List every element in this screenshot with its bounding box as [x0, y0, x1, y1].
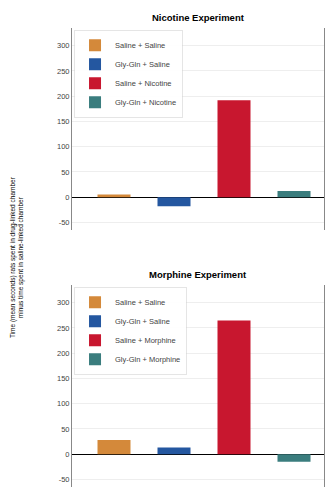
svg-text:Morphine Experiment: Morphine Experiment	[149, 269, 247, 280]
svg-text:200: 200	[57, 92, 70, 101]
svg-text:0: 0	[65, 193, 69, 202]
svg-text:-50: -50	[59, 475, 70, 484]
svg-text:Nicotine Experiment: Nicotine Experiment	[152, 12, 245, 23]
svg-text:100: 100	[57, 399, 70, 408]
svg-text:50: 50	[61, 425, 69, 434]
svg-text:300: 300	[57, 298, 70, 307]
svg-text:50: 50	[61, 168, 69, 177]
svg-text:Time (mean seconds) rats spent: Time (mean seconds) rats spent in drug-l…	[9, 176, 25, 338]
svg-text:150: 150	[57, 374, 70, 383]
svg-text:Saline + Saline: Saline + Saline	[115, 41, 165, 50]
svg-text:250: 250	[57, 324, 70, 333]
svg-text:-50: -50	[59, 218, 70, 227]
svg-text:Saline + Morphine: Saline + Morphine	[115, 336, 176, 345]
svg-text:100: 100	[57, 142, 70, 151]
svg-text:Saline + Saline: Saline + Saline	[115, 298, 165, 307]
svg-text:Gly-Gln + Morphine: Gly-Gln + Morphine	[115, 355, 180, 364]
svg-text:Saline + Nicotine: Saline + Nicotine	[115, 79, 171, 88]
svg-text:Gly-Gln + Saline: Gly-Gln + Saline	[115, 60, 170, 69]
svg-text:200: 200	[57, 349, 70, 358]
svg-text:300: 300	[57, 41, 70, 50]
svg-text:250: 250	[57, 67, 70, 76]
svg-text:0: 0	[65, 450, 69, 459]
svg-text:150: 150	[57, 117, 70, 126]
svg-text:Gly-Gln + Saline: Gly-Gln + Saline	[115, 317, 170, 326]
svg-text:Gly-Gln + Nicotine: Gly-Gln + Nicotine	[115, 98, 176, 107]
